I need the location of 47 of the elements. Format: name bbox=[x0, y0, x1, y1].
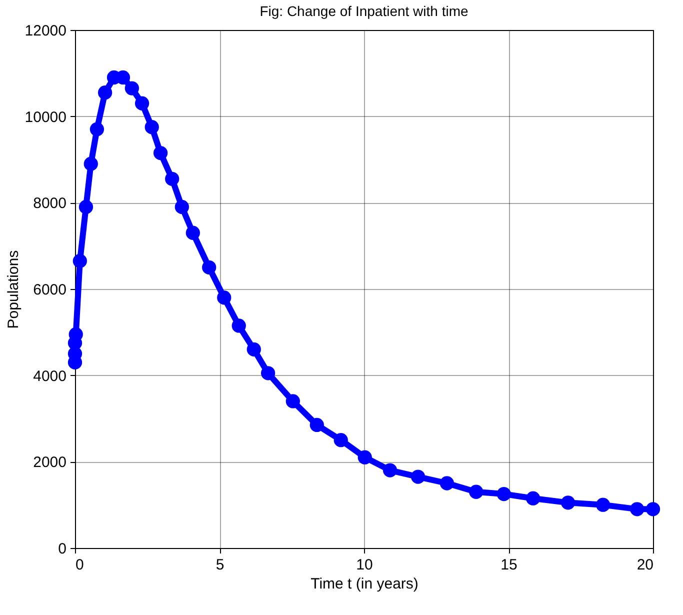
point bbox=[410, 470, 426, 484]
point bbox=[382, 463, 398, 478]
point bbox=[84, 156, 98, 171]
point bbox=[286, 394, 300, 408]
point bbox=[646, 502, 660, 516]
point bbox=[90, 122, 104, 136]
point bbox=[469, 484, 484, 499]
point bbox=[124, 81, 140, 96]
x-tick-label: 15 bbox=[500, 556, 518, 574]
point bbox=[174, 200, 189, 214]
point bbox=[334, 433, 348, 448]
x-tick-label: 20 bbox=[636, 556, 654, 574]
y-tick-label: 2000 bbox=[33, 454, 66, 472]
point bbox=[98, 86, 112, 100]
point bbox=[440, 476, 454, 490]
point bbox=[246, 342, 261, 356]
point bbox=[68, 327, 83, 342]
point bbox=[630, 502, 644, 516]
point bbox=[232, 318, 246, 333]
point bbox=[526, 491, 540, 506]
y-tick-label: 12000 bbox=[24, 22, 66, 40]
point bbox=[358, 450, 372, 464]
point bbox=[496, 486, 511, 502]
y-tick-label: 8000 bbox=[33, 195, 66, 212]
point bbox=[165, 172, 180, 186]
point bbox=[310, 418, 324, 432]
point bbox=[260, 366, 276, 380]
point bbox=[560, 496, 576, 510]
y-axis-title: Populations bbox=[4, 250, 22, 329]
point bbox=[202, 260, 216, 274]
point bbox=[217, 290, 232, 305]
y-tick-label: 0 bbox=[58, 540, 66, 558]
y-tick-label: 10000 bbox=[24, 108, 66, 126]
point bbox=[186, 226, 200, 240]
point bbox=[72, 254, 87, 268]
y-tick-label: 6000 bbox=[33, 282, 66, 298]
chart-title: Fig: Change of Inpatient with time bbox=[260, 3, 468, 19]
point bbox=[78, 200, 94, 214]
point bbox=[134, 96, 150, 110]
point bbox=[596, 498, 610, 512]
point bbox=[144, 120, 159, 134]
y-tick-label: 4000 bbox=[33, 368, 66, 385]
x-tick-label: 0 bbox=[76, 556, 84, 574]
x-tick-label: 5 bbox=[216, 556, 224, 574]
x-axis-title: Time t (in years) bbox=[310, 576, 418, 592]
point bbox=[153, 146, 168, 160]
x-tick-label: 10 bbox=[356, 556, 373, 574]
